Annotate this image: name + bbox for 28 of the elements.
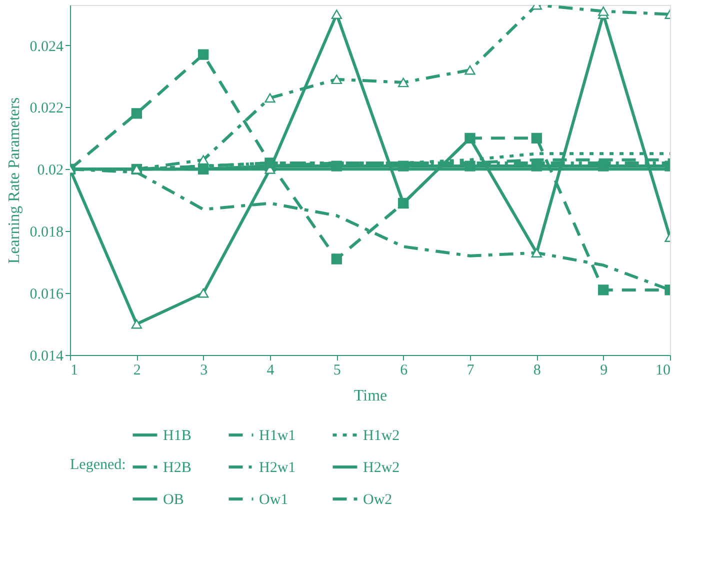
y-tick-label: 0.016 [30, 286, 64, 303]
legend-label: Ow2 [363, 492, 392, 508]
legend-label: H2w2 [363, 460, 400, 476]
x-tick-label: 3 [200, 362, 208, 378]
legend-title: Legened: [70, 457, 126, 473]
x-tick-label: 1 [70, 362, 78, 378]
legend-label: Ow1 [259, 492, 288, 508]
y-tick-label: 0.02 [37, 162, 64, 179]
x-tick-label: 7 [466, 362, 475, 378]
x-tick-label: 6 [400, 362, 408, 378]
legend-label: OB [163, 492, 184, 508]
legend-label: H1w2 [363, 428, 400, 444]
y-axis-title: Learning Rate Parameters [6, 97, 23, 264]
legend-label: H1w1 [259, 428, 296, 444]
x-tick-label: 10 [656, 362, 670, 378]
x-tick-label: 2 [133, 362, 141, 378]
x-tick-label: 8 [533, 362, 541, 378]
x-axis-title: Time [354, 388, 388, 404]
y-tick-label: 0.022 [30, 100, 64, 117]
legend-label: H1B [163, 428, 192, 444]
x-tick-label: 4 [266, 362, 275, 378]
y-tick-label: 0.024 [30, 38, 64, 55]
y-tick-label: 0.014 [30, 348, 64, 364]
legend-label: H2B [163, 460, 192, 476]
x-tick-label: 9 [600, 362, 608, 378]
y-tick-label: 0.018 [30, 224, 64, 241]
x-tick-label: 5 [333, 362, 341, 378]
legend-label: H2w1 [259, 460, 296, 476]
